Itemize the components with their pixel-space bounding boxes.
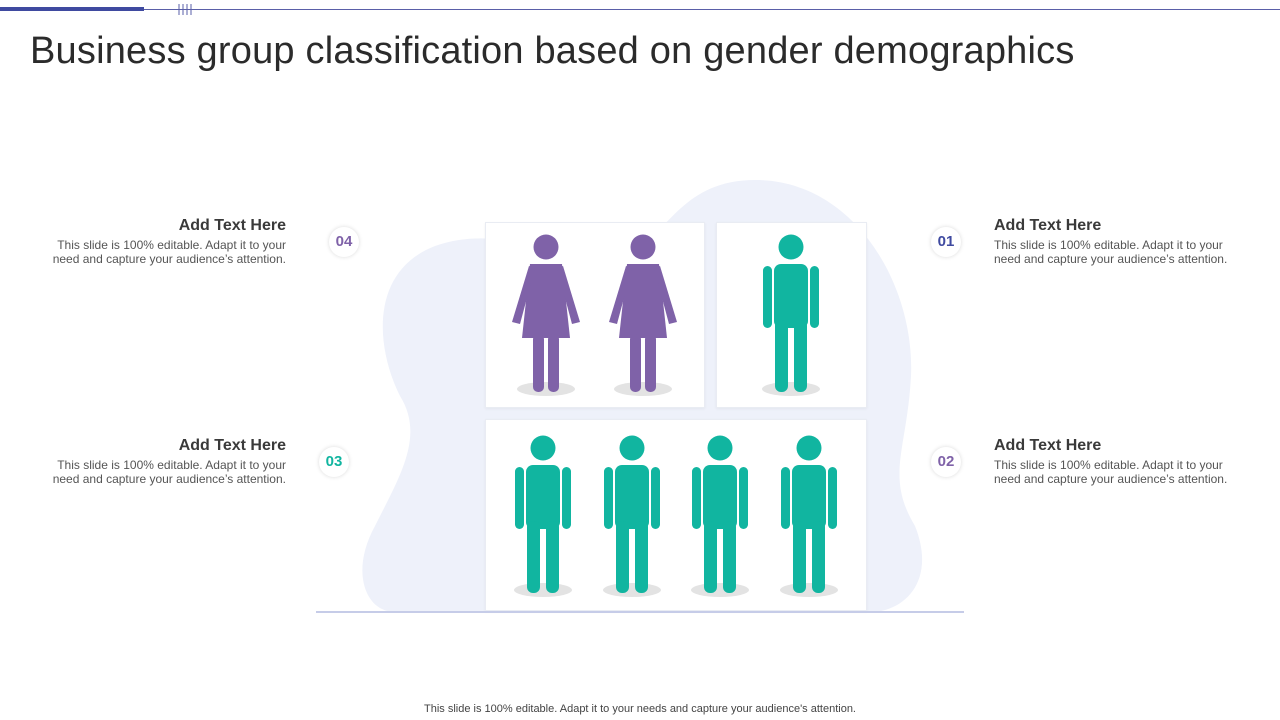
text-block-heading: Add Text Here bbox=[178, 217, 286, 234]
base-line bbox=[316, 611, 964, 613]
female-figure-icon bbox=[609, 234, 677, 396]
male-figure-icon bbox=[691, 435, 749, 597]
male-figure-icon bbox=[514, 435, 572, 597]
text-block-body: This slide is 100% editable. Adapt it to… bbox=[994, 238, 1228, 266]
text-block-03: Add Text Here This slide is 100% editabl… bbox=[46, 437, 286, 486]
male-figure-icon bbox=[603, 435, 661, 597]
text-block-02: Add Text Here This slide is 100% editabl… bbox=[994, 437, 1234, 486]
text-block-04: Add Text Here This slide is 100% editabl… bbox=[46, 217, 286, 266]
page-title: Business group classification based on g… bbox=[30, 30, 1075, 72]
number-badge-04: 04 bbox=[329, 227, 359, 257]
tick-marks-icon bbox=[178, 4, 192, 15]
number-badge-01: 01 bbox=[931, 227, 961, 257]
text-block-heading: Add Text Here bbox=[994, 217, 1102, 234]
top-accent-bar bbox=[0, 7, 144, 11]
female-figure-icon bbox=[512, 234, 580, 396]
male-figure-icon bbox=[780, 435, 838, 597]
number-badge-03: 03 bbox=[319, 447, 349, 477]
male-figure-icon bbox=[762, 234, 820, 396]
text-block-heading: Add Text Here bbox=[994, 437, 1102, 454]
top-rule bbox=[0, 9, 1280, 10]
text-block-01: Add Text Here This slide is 100% editabl… bbox=[994, 217, 1234, 266]
text-block-body: This slide is 100% editable. Adapt it to… bbox=[52, 238, 286, 266]
text-block-body: This slide is 100% editable. Adapt it to… bbox=[52, 458, 286, 486]
footer-note: This slide is 100% editable. Adapt it to… bbox=[424, 703, 856, 715]
text-block-heading: Add Text Here bbox=[178, 437, 286, 454]
text-block-body: This slide is 100% editable. Adapt it to… bbox=[994, 458, 1228, 486]
number-badge-02: 02 bbox=[931, 447, 961, 477]
